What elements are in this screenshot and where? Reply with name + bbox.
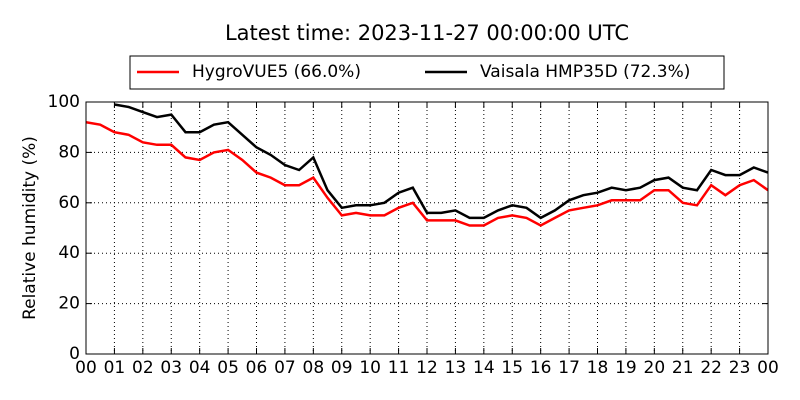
plot-frame	[85, 101, 769, 355]
x-tick-label: 21	[672, 358, 694, 378]
x-tick-label: 00	[757, 358, 779, 378]
x-tick-label: 01	[104, 358, 126, 378]
x-tick-label: 15	[501, 358, 523, 378]
x-tick-label: 03	[160, 358, 182, 378]
data-line	[86, 120, 768, 227]
x-tick-label: 16	[530, 358, 552, 378]
x-tick-label: 22	[700, 358, 722, 378]
x-tick-label: 12	[416, 358, 438, 378]
data-line	[114, 103, 768, 220]
y-tick-label: 20	[58, 294, 80, 314]
y-axis-label: Relative humidity (%)	[20, 136, 40, 320]
x-tick-label: 06	[246, 358, 268, 378]
y-tick-label: 80	[58, 142, 80, 162]
x-tick-label: 17	[558, 358, 580, 378]
x-tick-label: 19	[615, 358, 637, 378]
y-tick-label: 40	[58, 243, 80, 263]
x-tick-label: 02	[132, 358, 154, 378]
y-tick-label: 60	[58, 193, 80, 213]
x-tick-label: 00	[75, 358, 97, 378]
y-tick-label: 100	[48, 92, 80, 112]
legend-label: HygroVUE5 (66.0%)	[192, 62, 361, 82]
x-tick-label: 14	[473, 358, 495, 378]
x-tick-label: 09	[331, 358, 353, 378]
chart-title: Latest time: 2023-11-27 00:00:00 UTC	[225, 21, 629, 45]
x-tick-label: 20	[644, 358, 666, 378]
x-tick-label: 13	[445, 358, 467, 378]
y-tick-label: 0	[69, 344, 80, 364]
x-tick-label: 07	[274, 358, 296, 378]
legend-label: Vaisala HMP35D (72.3%)	[480, 62, 690, 82]
x-tick-label: 23	[729, 358, 751, 378]
x-tick-label: 18	[587, 358, 609, 378]
x-tick-label: 05	[217, 358, 239, 378]
x-tick-label: 10	[359, 358, 381, 378]
x-tick-label: 04	[189, 358, 211, 378]
x-tick-label: 08	[303, 358, 325, 378]
x-tick-label: 11	[388, 358, 410, 378]
